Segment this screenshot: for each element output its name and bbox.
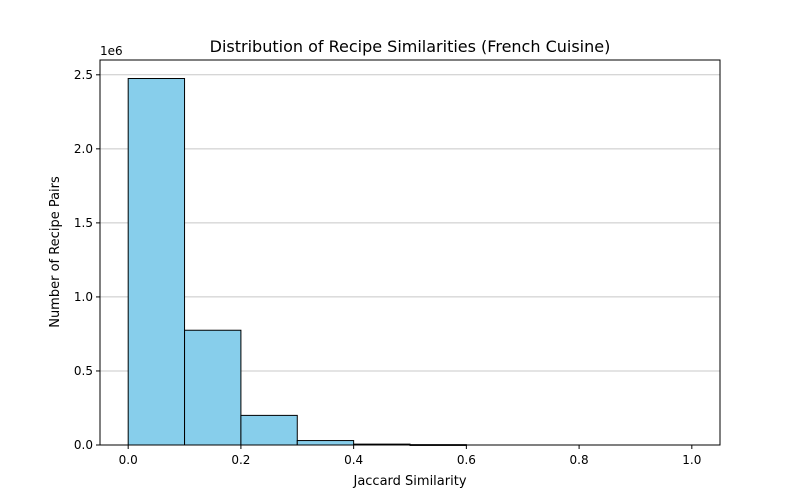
- histogram-bar: [184, 329, 242, 446]
- y-tick-label: 2.0: [74, 142, 93, 156]
- chart-title: Distribution of Recipe Similarities (Fre…: [210, 37, 611, 56]
- plot-frame: [99, 59, 721, 446]
- x-axis-label: Jaccard Similarity: [352, 474, 466, 489]
- y-tick-label: 0.5: [74, 364, 93, 378]
- x-tick-label: 0.2: [231, 453, 250, 467]
- x-axis: 0.0 0.2 0.4 0.6 0.8 1.0: [119, 445, 701, 467]
- bars: [127, 78, 467, 446]
- y-offset-label: 1e6: [100, 44, 123, 58]
- y-axis-label: Number of Recipe Pairs: [48, 176, 63, 328]
- x-tick-label: 1.0: [682, 453, 701, 467]
- histogram-bar: [127, 78, 186, 446]
- y-tick-label: 1.0: [74, 290, 93, 304]
- y-axis: 0.0 0.5 1.0 1.5 2.0 2.5: [74, 68, 100, 452]
- x-tick-label: 0.0: [119, 453, 138, 467]
- y-tick-label: 0.0: [74, 438, 93, 452]
- x-tick-label: 0.8: [570, 453, 589, 467]
- x-tick-label: 0.4: [344, 453, 363, 467]
- histogram-bar: [296, 440, 355, 446]
- y-tick-label: 1.5: [74, 216, 93, 230]
- histogram-bar: [240, 414, 298, 446]
- y-tick-label: 2.5: [74, 68, 93, 82]
- x-tick-label: 0.6: [457, 453, 476, 467]
